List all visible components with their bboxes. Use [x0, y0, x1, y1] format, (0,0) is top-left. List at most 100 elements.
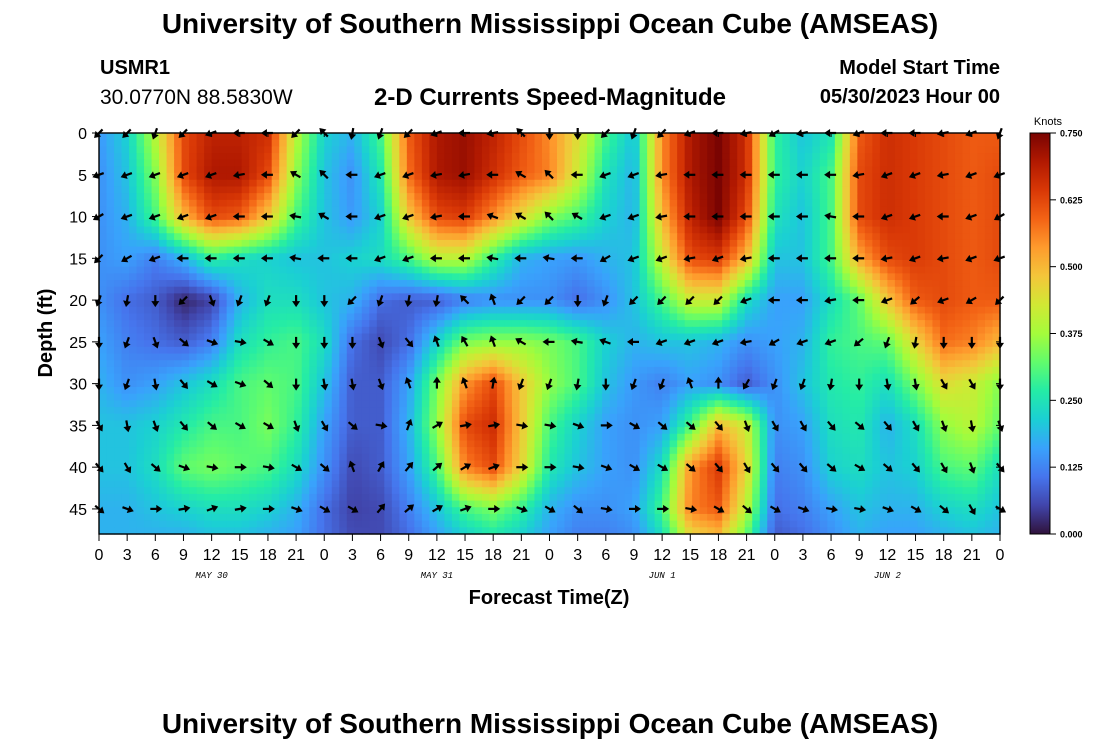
heatmap-cell — [114, 333, 123, 341]
heatmap-cell — [99, 346, 108, 355]
heatmap-cell — [939, 400, 949, 408]
heatmap-cell — [864, 199, 873, 208]
heatmap-cell — [151, 179, 160, 188]
heatmap-cell — [744, 233, 753, 241]
heatmap-cell — [677, 393, 686, 401]
heatmap-cell — [421, 239, 430, 248]
heatmap-cell — [572, 346, 581, 355]
heatmap-cell — [271, 193, 280, 201]
heatmap-cell — [256, 159, 265, 168]
heatmap-cell — [917, 313, 926, 321]
heatmap-cell — [346, 179, 355, 188]
heatmap-cell — [647, 206, 656, 214]
heatmap-cell — [301, 233, 310, 241]
heatmap-cell — [286, 346, 295, 355]
heatmap-cell — [459, 273, 468, 281]
heatmap-cell — [144, 366, 153, 375]
heatmap-cell — [414, 186, 423, 194]
heatmap-cell — [189, 380, 198, 388]
heatmap-cell — [466, 340, 476, 348]
heatmap-cell — [196, 259, 205, 268]
heatmap-cell — [504, 153, 513, 161]
heatmap-cell — [406, 133, 415, 141]
heatmap-cell — [286, 373, 295, 381]
heatmap-cell — [759, 386, 768, 395]
heatmap-cell — [722, 219, 731, 228]
heatmap-cell — [429, 386, 438, 395]
heatmap-cell — [474, 286, 483, 294]
heatmap-cell — [466, 386, 476, 395]
heatmap-cell — [759, 313, 768, 321]
heatmap-cell — [662, 386, 671, 395]
heatmap-cell — [902, 193, 911, 201]
heatmap-cell — [436, 273, 445, 281]
heatmap-cell — [752, 246, 761, 254]
heatmap-cell — [917, 280, 926, 288]
heatmap-cell — [857, 193, 866, 201]
heatmap-cell — [864, 266, 873, 274]
heatmap-cell — [849, 400, 858, 408]
heatmap-cell — [789, 386, 798, 395]
heatmap-cell — [654, 393, 663, 401]
heatmap-cell — [99, 266, 108, 274]
heatmap-cell — [594, 206, 603, 214]
heatmap-cell — [159, 407, 168, 415]
heatmap-cell — [136, 193, 145, 201]
heatmap-cell — [444, 366, 453, 375]
heatmap-cell — [279, 139, 288, 147]
heatmap-cell — [617, 159, 626, 168]
heatmap-cell — [534, 300, 543, 308]
heatmap-cell — [842, 179, 851, 188]
heatmap-cell — [376, 366, 385, 375]
heatmap-cell — [106, 373, 115, 381]
heatmap-cell — [391, 407, 400, 415]
heatmap-cell — [969, 313, 979, 321]
heatmap-cell — [647, 146, 656, 154]
heatmap-cell — [864, 186, 873, 194]
heatmap-cell — [939, 273, 949, 281]
heatmap-cell — [864, 239, 873, 248]
heatmap-cell — [834, 253, 843, 261]
heatmap-cell — [564, 273, 573, 281]
heatmap-cell — [962, 226, 971, 234]
heatmap-cell — [962, 259, 971, 268]
heatmap-cell — [707, 340, 716, 348]
heatmap-cell — [279, 286, 288, 294]
heatmap-cell — [316, 346, 325, 355]
heatmap-cell — [339, 199, 348, 208]
heatmap-cell — [391, 186, 400, 194]
heatmap-cell — [602, 166, 611, 174]
heatmap-cell — [722, 326, 731, 335]
heatmap-cell — [511, 326, 521, 335]
heatmap-cell — [917, 293, 926, 301]
heatmap-cell — [114, 313, 123, 321]
heatmap-cell — [969, 199, 979, 208]
heatmap-cell — [474, 213, 483, 221]
heatmap-cell — [887, 366, 896, 375]
heatmap-cell — [241, 246, 250, 254]
heatmap-cell — [729, 139, 738, 147]
heatmap-cell — [271, 246, 280, 254]
heatmap-cell — [677, 326, 686, 335]
heatmap-cell — [534, 166, 543, 174]
heatmap-cell — [827, 166, 836, 174]
heatmap-cell — [354, 159, 363, 168]
heatmap-cell — [106, 139, 115, 147]
heatmap-cell — [962, 199, 971, 208]
heatmap-cell — [684, 206, 693, 214]
heatmap-cell — [256, 340, 265, 348]
heatmap-cell — [894, 199, 903, 208]
heatmap-cell — [737, 259, 746, 268]
heatmap-cell — [414, 173, 423, 181]
heatmap-cell — [226, 293, 235, 301]
heatmap-cell — [962, 333, 971, 341]
heatmap-cell — [594, 320, 603, 328]
heatmap-cell — [752, 173, 761, 181]
heatmap-cell — [421, 400, 430, 408]
heatmap-cell — [827, 326, 836, 335]
heatmap-cell — [632, 320, 641, 328]
heatmap-cell — [444, 360, 453, 368]
heatmap-cell — [339, 280, 348, 288]
heatmap-cell — [151, 386, 160, 395]
heatmap-cell — [429, 246, 438, 254]
